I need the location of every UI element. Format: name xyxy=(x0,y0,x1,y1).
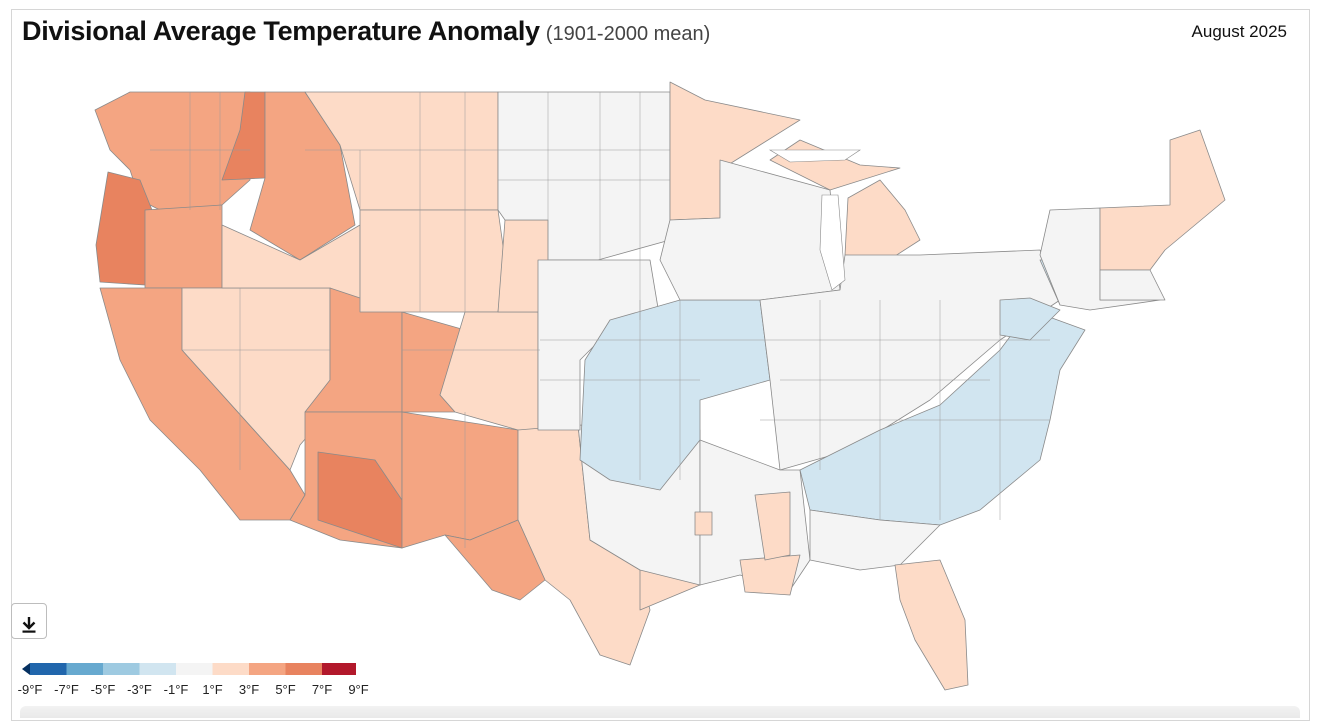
lake-superior xyxy=(768,149,861,163)
region-mississippi-warm[interactable] xyxy=(754,491,791,561)
legend-tick-label: 5°F xyxy=(275,682,296,697)
legend-tick-label: 9°F xyxy=(348,682,369,697)
legend-tick-label: -5°F xyxy=(90,682,116,697)
region-florida[interactable] xyxy=(894,559,969,691)
legend-swatch xyxy=(322,663,356,675)
region-texas-strip-warm[interactable] xyxy=(694,511,713,536)
legend-color-bar xyxy=(22,663,356,675)
legend-low-arrow xyxy=(22,663,30,675)
legend-swatch xyxy=(285,663,322,675)
download-button[interactable] xyxy=(11,603,47,639)
legend-tick-label: -9°F xyxy=(17,682,43,697)
download-icon xyxy=(22,616,36,633)
region-idaho-central[interactable] xyxy=(221,91,266,181)
legend-swatch xyxy=(66,663,103,675)
color-legend: -9°F -7°F -5°F -3°F -1°F 1°F 3°F 5°F 7°F 9°F xyxy=(8,660,369,704)
legend-tick-label: 3°F xyxy=(238,682,260,697)
region-new-england[interactable] xyxy=(1099,129,1226,271)
region-southern-new-england[interactable] xyxy=(1099,269,1166,301)
title-row: Divisional Average Temperature Anomaly (1… xyxy=(22,16,710,47)
region-louisiana-warm[interactable] xyxy=(739,554,801,596)
legend-tick-label: -1°F xyxy=(163,682,189,697)
region-oregon-coast[interactable] xyxy=(95,171,153,286)
legend-swatch xyxy=(139,663,176,675)
period-label: August 2025 xyxy=(1191,22,1287,41)
map-title: Divisional Average Temperature Anomaly xyxy=(22,16,540,46)
legend-swatch xyxy=(30,663,67,675)
legend-swatch xyxy=(249,663,286,675)
division-boundaries xyxy=(150,92,1050,548)
legend-swatch xyxy=(176,663,213,675)
region-wyoming[interactable] xyxy=(359,209,506,313)
map-subtitle: (1901-2000 mean) xyxy=(545,23,711,45)
legend-swatch xyxy=(212,663,249,675)
region-oregon-interior[interactable] xyxy=(144,204,223,289)
bottom-panel-edge xyxy=(20,706,1300,718)
lake-michigan xyxy=(819,194,846,291)
legend-tick-label: 1°F xyxy=(202,682,223,697)
legend-swatch xyxy=(103,663,140,675)
region-texas-bigbend[interactable] xyxy=(444,519,546,601)
legend-tick-label: -3°F xyxy=(127,682,152,697)
legend-tick-label: 7°F xyxy=(311,682,333,697)
region-michigan-lower[interactable] xyxy=(844,179,921,259)
legend-tick-label: -7°F xyxy=(54,682,79,697)
